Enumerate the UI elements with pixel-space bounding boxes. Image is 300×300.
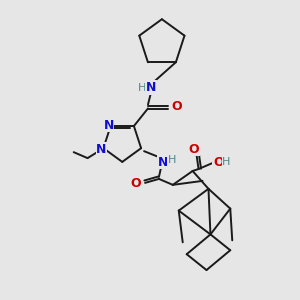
Text: O: O <box>131 177 142 190</box>
Text: O: O <box>213 156 224 169</box>
Text: N: N <box>146 81 156 94</box>
Text: N: N <box>158 156 168 169</box>
Text: H: H <box>222 157 230 167</box>
Text: N: N <box>96 143 106 156</box>
Text: N: N <box>103 118 114 132</box>
Text: O: O <box>188 143 199 156</box>
Text: H: H <box>138 82 146 93</box>
Text: H: H <box>168 155 176 165</box>
Text: O: O <box>171 100 182 113</box>
